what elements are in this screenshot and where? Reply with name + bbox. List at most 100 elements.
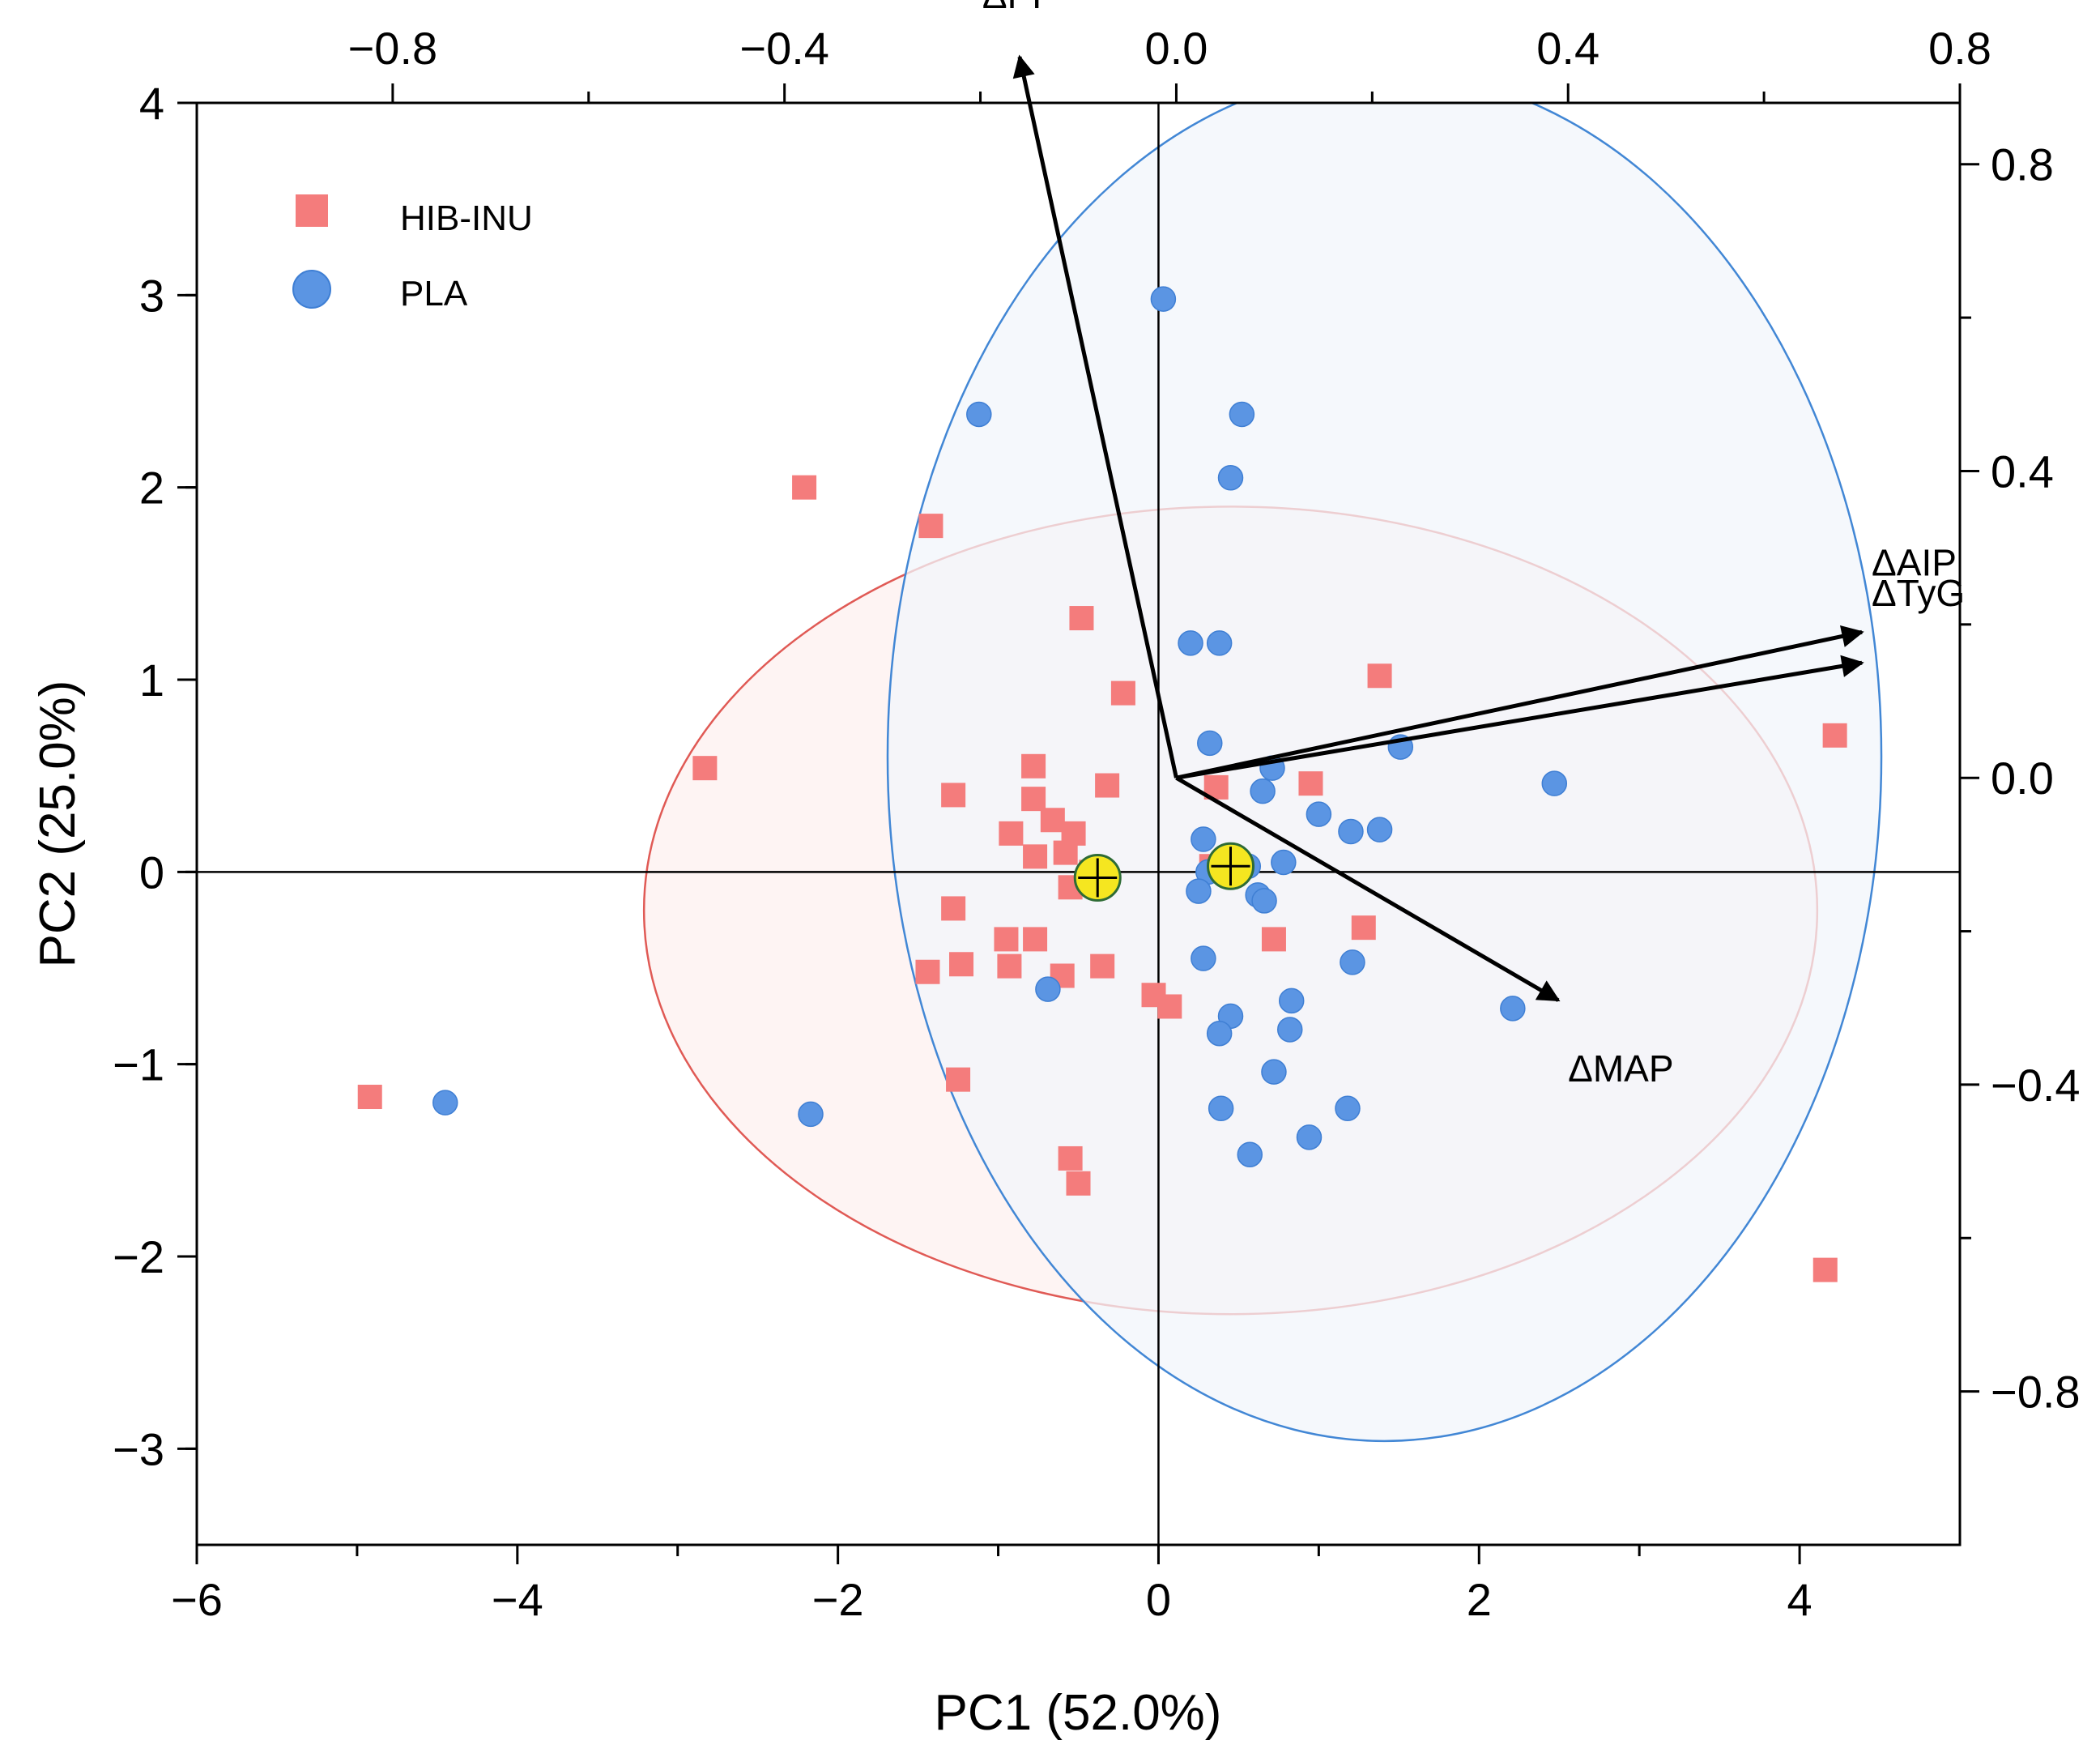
y-tick-label: 0: [139, 847, 164, 898]
axes: −6 −4 −2 0 2 4 −3 −2 −1 0 1 2 3 4 −0.8 −0.4 0.0 0.4 0.8 −0.…: [113, 23, 2080, 1625]
y-tick-label: 4: [139, 78, 164, 129]
point-hib-inu: [999, 821, 1024, 846]
point-hib-inu: [357, 1085, 382, 1110]
loading-label-delta-pp: ΔPP: [982, 0, 1057, 16]
point-pla: [1217, 465, 1244, 491]
y-tick-label: 3: [139, 270, 164, 321]
y2-tick-label: 0.8: [1991, 139, 2054, 190]
x-tick-label: −4: [492, 1574, 543, 1625]
legend-marker-hib-inu: [296, 194, 328, 227]
point-pla: [1338, 818, 1364, 845]
loading-arrow-delta-map: [1175, 776, 1561, 1002]
point-hib-inu: [1298, 771, 1323, 796]
point-pla: [1250, 778, 1276, 804]
loading-arrow-delta-pp: [1012, 54, 1178, 779]
point-pla: [1306, 801, 1332, 827]
point-pla: [1191, 826, 1216, 852]
point-pla: [1271, 849, 1297, 876]
point-hib-inu: [1110, 680, 1135, 706]
point-hib-inu: [1157, 994, 1182, 1019]
legend-label-hib-inu: HIB-INU: [400, 198, 533, 238]
point-pla: [1035, 976, 1061, 1002]
y-tick-label: −3: [113, 1423, 164, 1474]
point-pla: [1340, 949, 1365, 975]
y-tick-label: 1: [139, 655, 164, 706]
x-tick-label: 2: [1467, 1574, 1492, 1625]
point-hib-inu: [792, 475, 817, 500]
y-tick-label: 2: [139, 463, 164, 514]
y-axis-title: PC2 (25.0%): [30, 680, 86, 968]
point-hib-inu: [1822, 723, 1847, 748]
loading-label-delta-tyg: ΔTyG: [1872, 572, 1965, 614]
point-pla: [1500, 996, 1526, 1022]
y2-tick-label: −0.8: [1991, 1367, 2081, 1418]
x2-tick-label: −0.4: [739, 23, 829, 74]
y-tick-label: −2: [113, 1231, 164, 1282]
point-pla: [798, 1101, 824, 1128]
y-tick-label: −1: [113, 1039, 164, 1090]
point-pla: [966, 401, 992, 428]
point-hib-inu: [1812, 1257, 1838, 1282]
y2-tick-label: −0.4: [1991, 1060, 2081, 1111]
loading-arrow-delta-tyg: [1176, 655, 1864, 780]
point-pla: [1208, 1095, 1234, 1122]
point-hib-inu: [941, 896, 966, 921]
y2-tick-label: 0.0: [1991, 753, 2054, 804]
point-pla: [1197, 730, 1223, 757]
x2-tick-label: 0.8: [1928, 23, 1991, 74]
confidence-ellipses: [642, 103, 1883, 1442]
point-hib-inu: [1021, 753, 1046, 779]
x2-tick-label: −0.8: [348, 23, 438, 74]
x-tick-label: −6: [171, 1574, 223, 1625]
point-hib-inu: [1053, 840, 1078, 865]
point-pla: [1206, 630, 1233, 656]
x-tick-label: 0: [1146, 1574, 1171, 1625]
y2-tick-label: 0.4: [1991, 446, 2054, 497]
x-tick-label: −2: [812, 1574, 864, 1625]
point-hib-inu: [1058, 1145, 1083, 1171]
x-axis-title: PC1 (52.0%): [935, 1685, 1222, 1741]
point-hib-inu: [1040, 808, 1065, 833]
loading-label-delta-map: ΔMAP: [1568, 1047, 1673, 1090]
point-pla: [1237, 1141, 1263, 1167]
confidence-ellipse-pla: [886, 103, 1883, 1442]
point-hib-inu: [918, 514, 944, 539]
x2-tick-label: 0.4: [1536, 23, 1599, 74]
point-hib-inu: [997, 953, 1022, 979]
point-pla: [1186, 878, 1212, 904]
point-hib-inu: [1351, 915, 1376, 941]
point-hib-inu: [949, 952, 974, 977]
x-tick-label: 4: [1787, 1574, 1812, 1625]
point-hib-inu: [994, 927, 1019, 952]
plot-frame: [195, 101, 1962, 1546]
point-pla: [1150, 286, 1177, 312]
point-hib-inu: [946, 1067, 971, 1092]
point-pla: [1276, 1017, 1303, 1043]
point-pla: [1206, 1020, 1233, 1047]
point-pla: [1366, 817, 1393, 843]
legend-marker-pla: [292, 270, 331, 309]
point-pla: [432, 1090, 458, 1116]
point-hib-inu: [915, 959, 940, 984]
point-hib-inu: [1367, 663, 1392, 689]
point-pla: [1335, 1095, 1361, 1122]
group-centroids: [1073, 842, 1255, 902]
point-pla: [1296, 1124, 1323, 1150]
point-hib-inu: [1090, 953, 1115, 979]
loading-label-delta-aip: ΔAIP: [1872, 541, 1957, 583]
point-pla: [1541, 770, 1568, 796]
point-pla: [1178, 630, 1203, 656]
legend: HIB-INU PLA: [292, 194, 533, 314]
point-hib-inu: [1066, 1171, 1091, 1196]
point-pla: [1229, 401, 1255, 428]
x2-tick-label: 0.0: [1145, 23, 1208, 74]
point-hib-inu: [1023, 927, 1048, 952]
point-hib-inu: [1023, 844, 1048, 869]
point-hib-inu: [1261, 927, 1286, 952]
point-pla: [1261, 1059, 1287, 1085]
point-hib-inu: [1069, 606, 1094, 631]
point-pla: [1278, 988, 1305, 1014]
point-pla: [1251, 888, 1277, 914]
